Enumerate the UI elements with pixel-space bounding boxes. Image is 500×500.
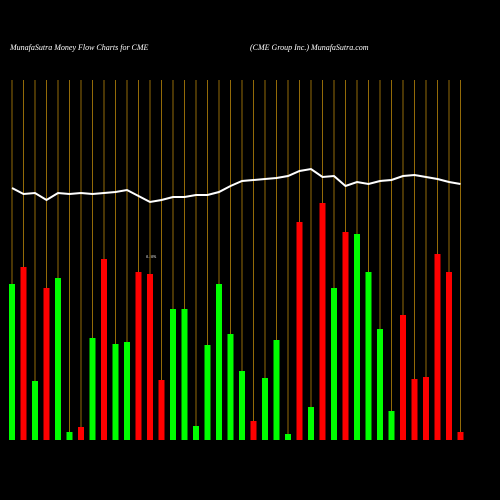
bar	[101, 259, 107, 440]
bar	[43, 288, 50, 440]
bar	[250, 421, 257, 440]
bar	[32, 381, 38, 440]
bar	[377, 329, 383, 440]
bar	[434, 254, 441, 440]
bar	[331, 288, 337, 440]
bar	[354, 234, 360, 440]
bar	[112, 344, 119, 440]
bar	[342, 232, 349, 440]
bar	[170, 309, 176, 440]
bar	[457, 432, 464, 440]
bar	[78, 427, 84, 440]
bar	[55, 278, 61, 440]
annotation: 0.10%	[146, 254, 157, 259]
bar	[296, 222, 303, 440]
bar	[216, 284, 222, 440]
line	[11, 167, 461, 204]
bar	[227, 334, 234, 440]
bar	[388, 411, 395, 440]
bar	[400, 315, 406, 440]
bar	[9, 284, 15, 440]
bar	[273, 340, 280, 440]
bar	[158, 380, 165, 440]
bar	[147, 274, 153, 440]
bar	[446, 272, 452, 440]
bar	[181, 309, 188, 440]
bar	[89, 338, 96, 440]
bar	[239, 371, 245, 440]
bar	[423, 377, 429, 440]
bar	[411, 379, 418, 440]
bar	[193, 426, 199, 440]
bar	[124, 342, 130, 440]
chart-title: MunafaSutra Money Flow Charts for CME	[9, 43, 149, 52]
bar	[308, 407, 314, 440]
bar	[365, 272, 372, 440]
chart-subtitle: (CME Group Inc.) MunafaSutra.com	[250, 43, 369, 52]
bar	[319, 203, 326, 440]
bar	[262, 378, 268, 440]
bar	[135, 272, 142, 440]
bar	[204, 345, 211, 440]
bar	[66, 432, 73, 440]
bar	[20, 267, 27, 440]
bar	[285, 434, 291, 440]
